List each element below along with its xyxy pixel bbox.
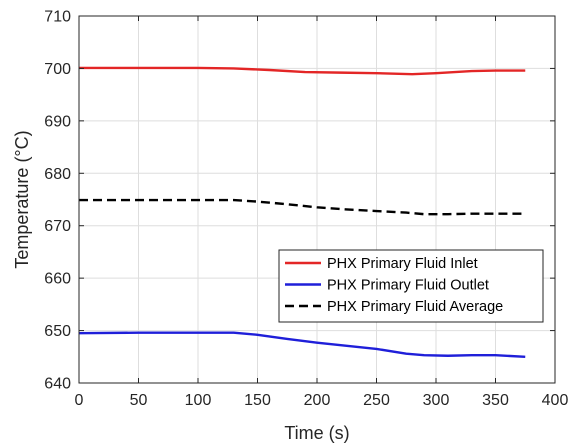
series-line-3 [79, 198, 526, 216]
x-axis-label: Time (s) [284, 423, 349, 443]
x-tick-label: 0 [75, 392, 84, 409]
y-axis-label: Temperature (°C) [12, 130, 32, 268]
legend: PHX Primary Fluid Inlet PHX Primary Fluid… [278, 249, 544, 323]
series-line-1 [79, 66, 526, 76]
x-tick-label: 300 [423, 392, 450, 409]
legend-label-3: PHX Primary Fluid Average [327, 299, 503, 315]
y-tick-label: 660 [44, 271, 71, 288]
x-tick-label: 100 [185, 392, 212, 409]
x-tick-label: 50 [130, 392, 148, 409]
tick-labels: 0 50 100 150 200 250 300 350 400 640 650 660 670 680 6… [44, 9, 568, 410]
x-tick-label: 400 [542, 392, 569, 409]
series-layer [78, 66, 526, 358]
y-tick-label: 650 [44, 323, 71, 340]
legend-label-1: PHX Primary Fluid Inlet [327, 256, 478, 272]
y-tick-label: 670 [44, 218, 71, 235]
series-line-2 [78, 331, 526, 358]
y-tick-label: 690 [44, 113, 71, 130]
y-tick-label: 640 [44, 376, 71, 393]
y-tick-label: 710 [44, 9, 71, 26]
legend-box [278, 249, 544, 323]
legend-items: PHX Primary Fluid Inlet PHX Primary Fluid… [285, 256, 503, 315]
y-tick-label: 680 [44, 166, 71, 183]
x-tick-label: 150 [244, 392, 271, 409]
x-tick-label: 350 [482, 392, 509, 409]
legend-label-2: PHX Primary Fluid Outlet [327, 278, 489, 294]
axis-ticks [78, 15, 556, 384]
y-tick-label: 700 [44, 61, 71, 78]
x-tick-label: 200 [304, 392, 331, 409]
x-tick-label: 250 [363, 392, 390, 409]
